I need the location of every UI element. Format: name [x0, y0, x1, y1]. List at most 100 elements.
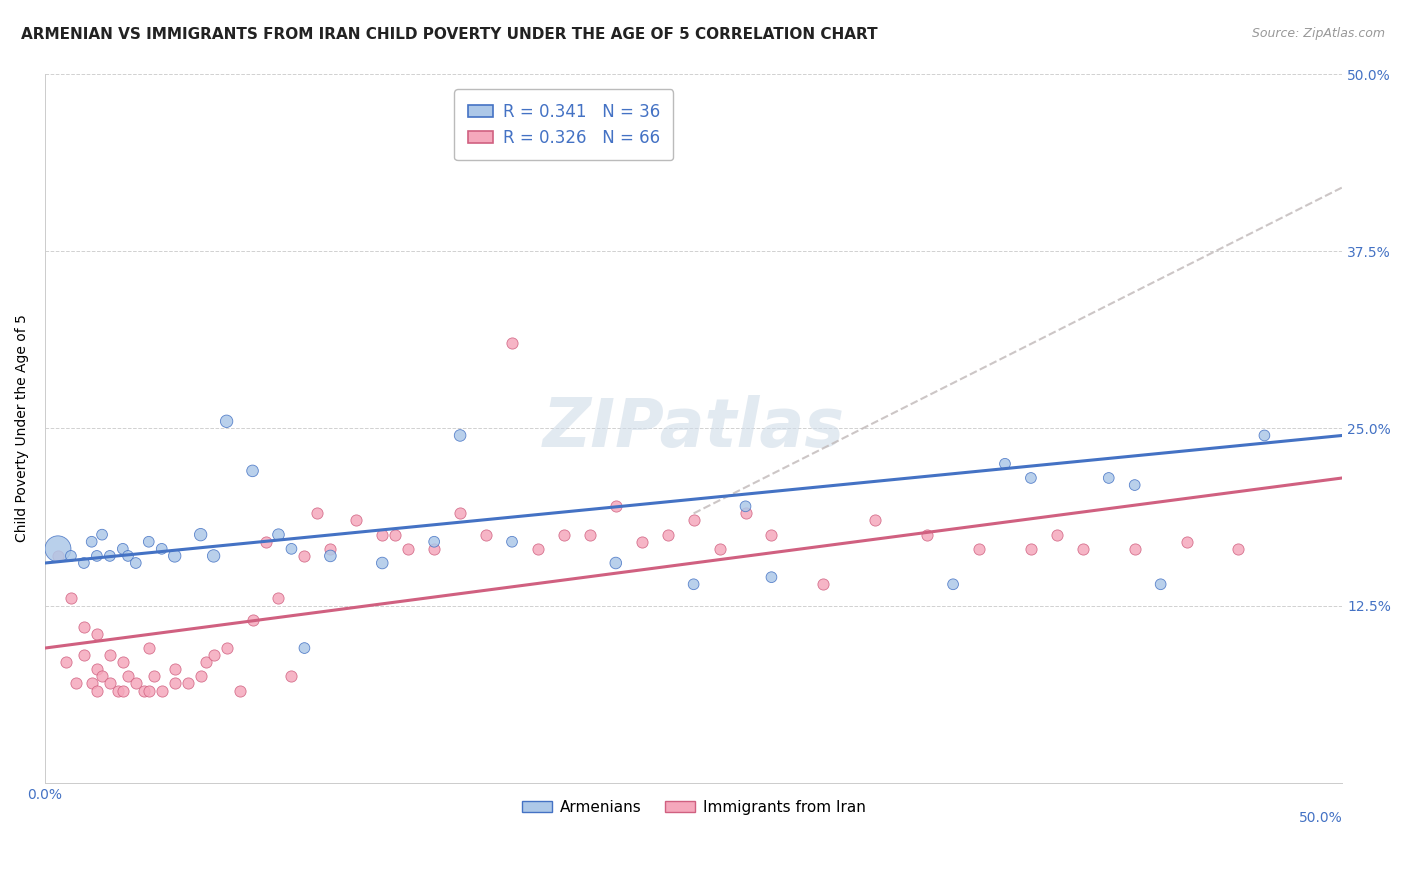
Point	[202, 648, 225, 662]
Point	[150, 683, 173, 698]
Point	[59, 591, 82, 606]
Point	[1123, 541, 1146, 556]
Point	[865, 514, 887, 528]
Point	[150, 541, 173, 556]
Point	[1149, 577, 1171, 591]
Point	[46, 541, 69, 556]
Point	[98, 676, 121, 690]
Point	[423, 541, 446, 556]
Point	[709, 541, 731, 556]
Point	[86, 627, 108, 641]
Point	[55, 655, 77, 669]
Point	[1019, 541, 1042, 556]
Point	[91, 669, 114, 683]
Point	[132, 683, 155, 698]
Point	[319, 541, 342, 556]
Point	[98, 648, 121, 662]
Point	[242, 464, 264, 478]
Y-axis label: Child Poverty Under the Age of 5: Child Poverty Under the Age of 5	[15, 314, 30, 542]
Point	[65, 676, 87, 690]
Point	[967, 541, 990, 556]
Point	[46, 549, 69, 563]
Point	[215, 641, 238, 656]
Point	[294, 549, 316, 563]
Point	[449, 507, 471, 521]
Point	[142, 669, 165, 683]
Point	[657, 527, 679, 541]
Point	[994, 457, 1017, 471]
Point	[294, 641, 316, 656]
Text: Source: ZipAtlas.com: Source: ZipAtlas.com	[1251, 27, 1385, 40]
Point	[138, 534, 160, 549]
Point	[86, 662, 108, 676]
Point	[190, 669, 212, 683]
Point	[1175, 534, 1198, 549]
Point	[319, 549, 342, 563]
Point	[371, 556, 394, 570]
Point	[501, 336, 523, 351]
Point	[475, 527, 498, 541]
Point	[163, 662, 186, 676]
Point	[98, 549, 121, 563]
Point	[605, 556, 627, 570]
Point	[228, 683, 250, 698]
Point	[1046, 527, 1069, 541]
Point	[1019, 471, 1042, 485]
Point	[682, 577, 704, 591]
Point	[73, 556, 96, 570]
Point	[254, 534, 277, 549]
Point	[138, 683, 160, 698]
Point	[761, 570, 783, 584]
Point	[267, 527, 290, 541]
Point	[194, 655, 217, 669]
Point	[1227, 541, 1250, 556]
Point	[91, 527, 114, 541]
Point	[371, 527, 394, 541]
Point	[579, 527, 602, 541]
Point	[117, 549, 139, 563]
Point	[423, 534, 446, 549]
Point	[125, 676, 148, 690]
Point	[734, 507, 756, 521]
Point	[813, 577, 835, 591]
Point	[761, 527, 783, 541]
Point	[80, 676, 103, 690]
Point	[501, 534, 523, 549]
Text: 50.0%: 50.0%	[1299, 811, 1343, 825]
Point	[111, 541, 134, 556]
Point	[125, 556, 148, 570]
Point	[176, 676, 198, 690]
Point	[553, 527, 575, 541]
Point	[280, 669, 302, 683]
Point	[73, 648, 96, 662]
Point	[384, 527, 406, 541]
Point	[1123, 478, 1146, 492]
Point	[138, 641, 160, 656]
Point	[163, 549, 186, 563]
Point	[1071, 541, 1094, 556]
Point	[527, 541, 550, 556]
Point	[605, 500, 627, 514]
Point	[267, 591, 290, 606]
Point	[1098, 471, 1121, 485]
Point	[73, 620, 96, 634]
Text: ARMENIAN VS IMMIGRANTS FROM IRAN CHILD POVERTY UNDER THE AGE OF 5 CORRELATION CH: ARMENIAN VS IMMIGRANTS FROM IRAN CHILD P…	[21, 27, 877, 42]
Point	[449, 428, 471, 442]
Point	[202, 549, 225, 563]
Point	[86, 549, 108, 563]
Point	[86, 683, 108, 698]
Point	[111, 683, 134, 698]
Point	[630, 534, 652, 549]
Point	[190, 527, 212, 541]
Point	[80, 534, 103, 549]
Point	[396, 541, 419, 556]
Point	[1253, 428, 1275, 442]
Point	[734, 500, 756, 514]
Point	[682, 514, 704, 528]
Text: ZIPatlas: ZIPatlas	[543, 395, 845, 461]
Point	[915, 527, 938, 541]
Point	[163, 676, 186, 690]
Point	[280, 541, 302, 556]
Point	[117, 669, 139, 683]
Point	[59, 549, 82, 563]
